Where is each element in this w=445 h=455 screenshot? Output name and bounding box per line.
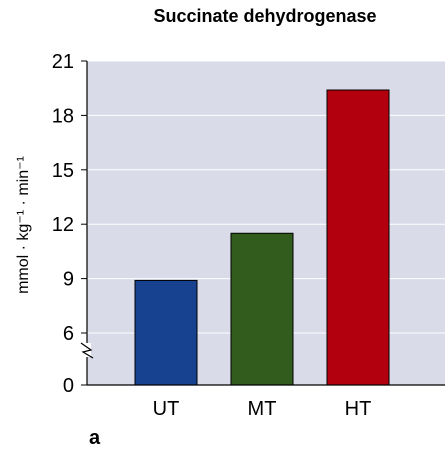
- x-tick-label: HT: [345, 398, 372, 420]
- y-tick-label: 9: [63, 269, 74, 291]
- y-tick-label: 6: [63, 323, 74, 345]
- x-tick-label: MT: [248, 398, 277, 420]
- x-tick-label: UT: [153, 398, 180, 420]
- axis-break-gap: [83, 343, 91, 357]
- y-tick-label: 18: [52, 105, 74, 127]
- y-tick-label: 12: [52, 214, 74, 236]
- bar-ut: [134, 279, 198, 386]
- bar-ht: [326, 89, 390, 386]
- y-axis-label: mmol · kg⁻¹ · min⁻¹: [15, 156, 32, 294]
- axis-break-mark: [80, 342, 94, 359]
- y-tick-label: 0: [63, 375, 74, 397]
- bar-mt: [230, 232, 294, 386]
- panel-label: a: [89, 427, 101, 449]
- chart-title: Succinate dehydrogenase: [153, 6, 376, 26]
- y-tick-label: 15: [52, 160, 74, 182]
- y-tick-label: 21: [52, 51, 74, 73]
